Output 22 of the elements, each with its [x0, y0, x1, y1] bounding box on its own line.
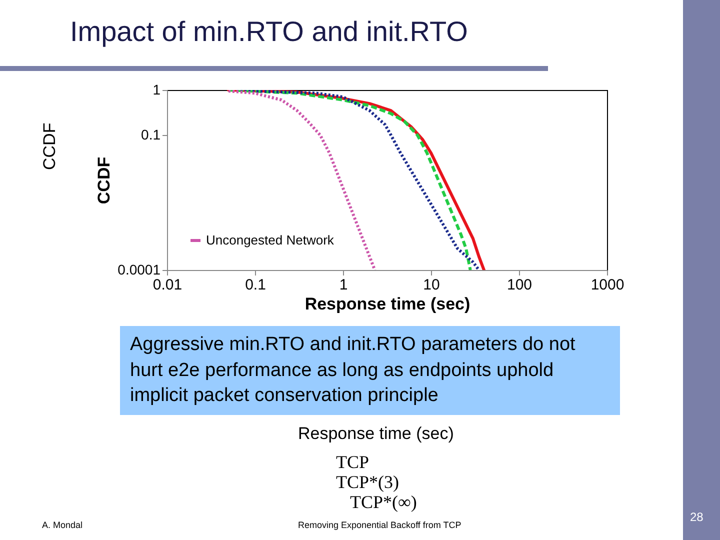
x-tick-label: 1	[339, 276, 348, 294]
y-tick-label: 0.1	[141, 126, 161, 142]
y-axis-title: CCDF	[94, 156, 114, 204]
x-tick-label: 0.01	[152, 276, 182, 294]
x-tick-label: 1000	[590, 276, 624, 294]
text: Aggressive min.RTO and init.RTO parameters do not hurt e2e performance as long as endpoints uphold implicit packet conservation principle	[120, 326, 620, 415]
y-tick-label: 1	[152, 82, 161, 98]
text: TCP*(3)	[336, 472, 399, 493]
x-axis-title: Response time (sec)	[304, 294, 470, 314]
text: TCP	[336, 452, 370, 473]
legend-label: Uncongested Network	[206, 232, 334, 248]
text: 28	[690, 510, 704, 524]
x-tick-label: 0.1	[245, 276, 266, 294]
x-tick-label: 10	[423, 276, 440, 294]
x-tick-label: 100	[506, 276, 532, 294]
text: Response time (sec)	[298, 424, 454, 444]
text: TCP*(∞)	[350, 492, 417, 513]
text: A. Mondal	[42, 520, 83, 530]
text: Removing Exponential Backoff from TCP	[298, 520, 462, 530]
y-tick-label: 0.0001	[118, 262, 161, 278]
text: CCDF	[40, 122, 60, 170]
chart-title: Impact of min.RTO and init.RTO	[70, 16, 468, 48]
